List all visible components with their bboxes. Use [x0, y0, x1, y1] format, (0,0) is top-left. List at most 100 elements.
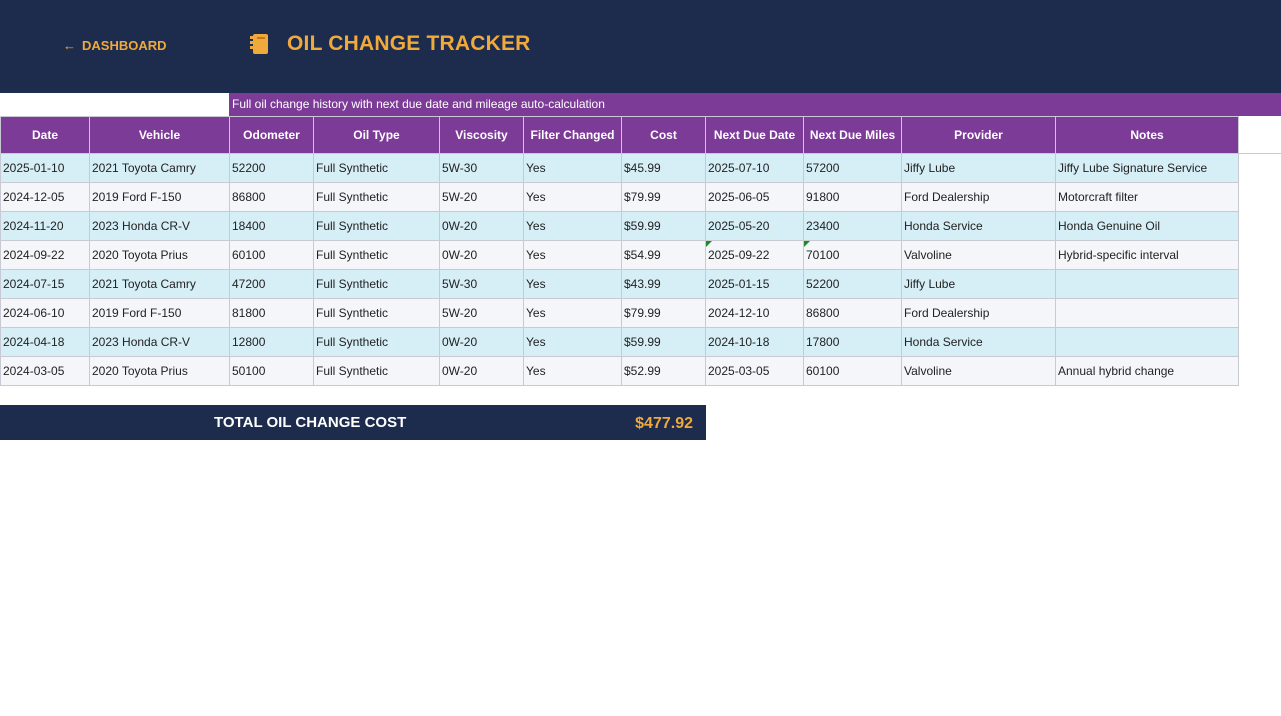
cell-vehicle[interactable]: 2019 Ford F-150 — [89, 298, 230, 328]
column-header-provider[interactable]: Provider — [901, 116, 1056, 154]
column-header-viscosity[interactable]: Viscosity — [439, 116, 524, 154]
cell-cost[interactable]: $52.99 — [621, 356, 706, 386]
cell-next-due-date[interactable]: 2025-06-05 — [705, 182, 804, 212]
cell-viscosity[interactable]: 5W-20 — [439, 298, 524, 328]
cell-filter-changed[interactable]: Yes — [523, 298, 622, 328]
cell-cost[interactable]: $43.99 — [621, 269, 706, 299]
column-header-odometer[interactable]: Odometer — [229, 116, 314, 154]
cell-odometer[interactable]: 52200 — [229, 153, 314, 183]
cell-next-due-date[interactable]: 2025-07-10 — [705, 153, 804, 183]
cell-notes[interactable] — [1055, 298, 1239, 328]
cell-oil-type[interactable]: Full Synthetic — [313, 211, 440, 241]
cell-viscosity[interactable]: 5W-20 — [439, 182, 524, 212]
cell-oil-type[interactable]: Full Synthetic — [313, 269, 440, 299]
cell-next-due-date[interactable]: 2025-05-20 — [705, 211, 804, 241]
cell-next-due-miles[interactable]: 60100 — [803, 356, 902, 386]
column-header-cost[interactable]: Cost — [621, 116, 706, 154]
cell-provider[interactable]: Honda Service — [901, 327, 1056, 357]
column-header-next-due-miles[interactable]: Next Due Miles — [803, 116, 902, 154]
column-header-date[interactable]: Date — [0, 116, 90, 154]
cell-next-due-date[interactable]: 2025-03-05 — [705, 356, 804, 386]
column-header-notes[interactable]: Notes — [1055, 116, 1239, 154]
cell-cost[interactable]: $59.99 — [621, 211, 706, 241]
cell-filter-changed[interactable]: Yes — [523, 269, 622, 299]
cell-date[interactable]: 2024-11-20 — [0, 211, 90, 241]
cell-provider[interactable]: Valvoline — [901, 356, 1056, 386]
cell-date[interactable]: 2024-09-22 — [0, 240, 90, 270]
cell-next-due-date[interactable]: 2024-10-18 — [705, 327, 804, 357]
cell-odometer[interactable]: 81800 — [229, 298, 314, 328]
cell-vehicle[interactable]: 2023 Honda CR-V — [89, 211, 230, 241]
cell-vehicle[interactable]: 2019 Ford F-150 — [89, 182, 230, 212]
cell-next-due-miles[interactable]: 23400 — [803, 211, 902, 241]
cell-notes[interactable] — [1055, 269, 1239, 299]
dashboard-link[interactable]: ← DASHBOARD — [63, 38, 167, 53]
cell-vehicle[interactable]: 2023 Honda CR-V — [89, 327, 230, 357]
cell-filter-changed[interactable]: Yes — [523, 153, 622, 183]
cell-filter-changed[interactable]: Yes — [523, 240, 622, 270]
cell-viscosity[interactable]: 5W-30 — [439, 153, 524, 183]
cell-notes[interactable] — [1055, 327, 1239, 357]
cell-vehicle[interactable]: 2020 Toyota Prius — [89, 356, 230, 386]
cell-notes[interactable]: Hybrid-specific interval — [1055, 240, 1239, 270]
cell-provider[interactable]: Ford Dealership — [901, 298, 1056, 328]
cell-filter-changed[interactable]: Yes — [523, 211, 622, 241]
cell-next-due-miles[interactable]: 52200 — [803, 269, 902, 299]
cell-next-due-miles[interactable]: 91800 — [803, 182, 902, 212]
cell-date[interactable]: 2025-01-10 — [0, 153, 90, 183]
cell-oil-type[interactable]: Full Synthetic — [313, 356, 440, 386]
cell-notes[interactable]: Annual hybrid change — [1055, 356, 1239, 386]
cell-cost[interactable]: $79.99 — [621, 182, 706, 212]
cell-vehicle[interactable]: 2020 Toyota Prius — [89, 240, 230, 270]
cell-provider[interactable]: Valvoline — [901, 240, 1056, 270]
cell-next-due-date[interactable]: 2024-12-10 — [705, 298, 804, 328]
cell-filter-changed[interactable]: Yes — [523, 327, 622, 357]
cell-odometer[interactable]: 18400 — [229, 211, 314, 241]
cell-date[interactable]: 2024-04-18 — [0, 327, 90, 357]
cell-vehicle[interactable]: 2021 Toyota Camry — [89, 269, 230, 299]
cell-next-due-miles[interactable]: 17800 — [803, 327, 902, 357]
cell-cost[interactable]: $54.99 — [621, 240, 706, 270]
cell-vehicle[interactable]: 2021 Toyota Camry — [89, 153, 230, 183]
cell-cost[interactable]: $79.99 — [621, 298, 706, 328]
cell-notes[interactable]: Jiffy Lube Signature Service — [1055, 153, 1239, 183]
cell-date[interactable]: 2024-07-15 — [0, 269, 90, 299]
cell-next-due-miles[interactable]: 70100 — [803, 240, 902, 270]
cell-provider[interactable]: Honda Service — [901, 211, 1056, 241]
cell-odometer[interactable]: 47200 — [229, 269, 314, 299]
total-value[interactable]: $477.92 — [635, 415, 693, 432]
cell-date[interactable]: 2024-12-05 — [0, 182, 90, 212]
cell-filter-changed[interactable]: Yes — [523, 182, 622, 212]
cell-viscosity[interactable]: 0W-20 — [439, 240, 524, 270]
column-header-vehicle[interactable]: Vehicle — [89, 116, 230, 154]
cell-oil-type[interactable]: Full Synthetic — [313, 153, 440, 183]
cell-viscosity[interactable]: 0W-20 — [439, 327, 524, 357]
cell-viscosity[interactable]: 0W-20 — [439, 356, 524, 386]
cell-oil-type[interactable]: Full Synthetic — [313, 327, 440, 357]
cell-next-due-date[interactable]: 2025-09-22 — [705, 240, 804, 270]
cell-oil-type[interactable]: Full Synthetic — [313, 240, 440, 270]
cell-oil-type[interactable]: Full Synthetic — [313, 182, 440, 212]
cell-cost[interactable]: $59.99 — [621, 327, 706, 357]
cell-next-due-miles[interactable]: 86800 — [803, 298, 902, 328]
cell-notes[interactable]: Honda Genuine Oil — [1055, 211, 1239, 241]
cell-provider[interactable]: Ford Dealership — [901, 182, 1056, 212]
cell-oil-type[interactable]: Full Synthetic — [313, 298, 440, 328]
cell-provider[interactable]: Jiffy Lube — [901, 269, 1056, 299]
cell-filter-changed[interactable]: Yes — [523, 356, 622, 386]
cell-odometer[interactable]: 60100 — [229, 240, 314, 270]
column-header-filter-changed[interactable]: Filter Changed — [523, 116, 622, 154]
cell-odometer[interactable]: 86800 — [229, 182, 314, 212]
cell-date[interactable]: 2024-06-10 — [0, 298, 90, 328]
column-header-oil-type[interactable]: Oil Type — [313, 116, 440, 154]
column-header-next-due-date[interactable]: Next Due Date — [705, 116, 804, 154]
cell-odometer[interactable]: 50100 — [229, 356, 314, 386]
cell-date[interactable]: 2024-03-05 — [0, 356, 90, 386]
cell-notes[interactable]: Motorcraft filter — [1055, 182, 1239, 212]
cell-viscosity[interactable]: 5W-30 — [439, 269, 524, 299]
cell-viscosity[interactable]: 0W-20 — [439, 211, 524, 241]
cell-next-due-date[interactable]: 2025-01-15 — [705, 269, 804, 299]
cell-odometer[interactable]: 12800 — [229, 327, 314, 357]
cell-cost[interactable]: $45.99 — [621, 153, 706, 183]
cell-next-due-miles[interactable]: 57200 — [803, 153, 902, 183]
